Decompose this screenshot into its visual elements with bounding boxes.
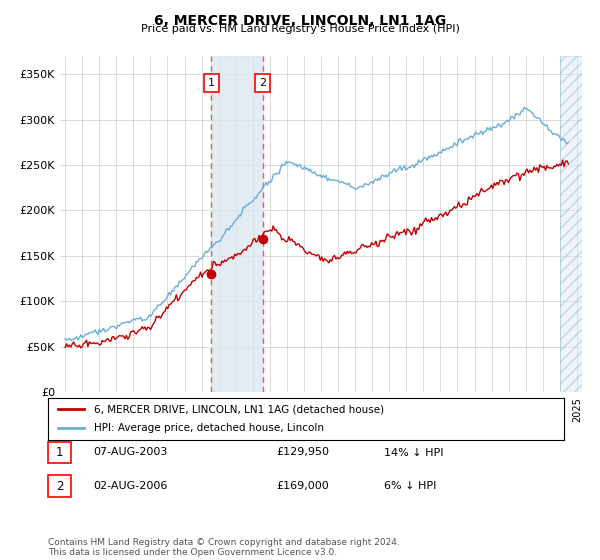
Text: £129,950: £129,950 (276, 447, 329, 458)
Text: £169,000: £169,000 (276, 481, 329, 491)
Text: 14% ↓ HPI: 14% ↓ HPI (384, 447, 443, 458)
Text: 6, MERCER DRIVE, LINCOLN, LN1 1AG (detached house): 6, MERCER DRIVE, LINCOLN, LN1 1AG (detac… (94, 404, 385, 414)
Text: 6% ↓ HPI: 6% ↓ HPI (384, 481, 436, 491)
Text: HPI: Average price, detached house, Lincoln: HPI: Average price, detached house, Linc… (94, 423, 325, 433)
Text: Price paid vs. HM Land Registry's House Price Index (HPI): Price paid vs. HM Land Registry's House … (140, 24, 460, 34)
Text: Contains HM Land Registry data © Crown copyright and database right 2024.
This d: Contains HM Land Registry data © Crown c… (48, 538, 400, 557)
Text: 07-AUG-2003: 07-AUG-2003 (93, 447, 167, 458)
Text: 02-AUG-2006: 02-AUG-2006 (93, 481, 167, 491)
Bar (211, 56, 263, 392)
Text: 2: 2 (259, 78, 266, 88)
Text: 2: 2 (56, 479, 63, 493)
Text: 1: 1 (208, 78, 215, 88)
Bar (560, 56, 586, 392)
Text: 1: 1 (56, 446, 63, 459)
Text: 6, MERCER DRIVE, LINCOLN, LN1 1AG: 6, MERCER DRIVE, LINCOLN, LN1 1AG (154, 14, 446, 28)
